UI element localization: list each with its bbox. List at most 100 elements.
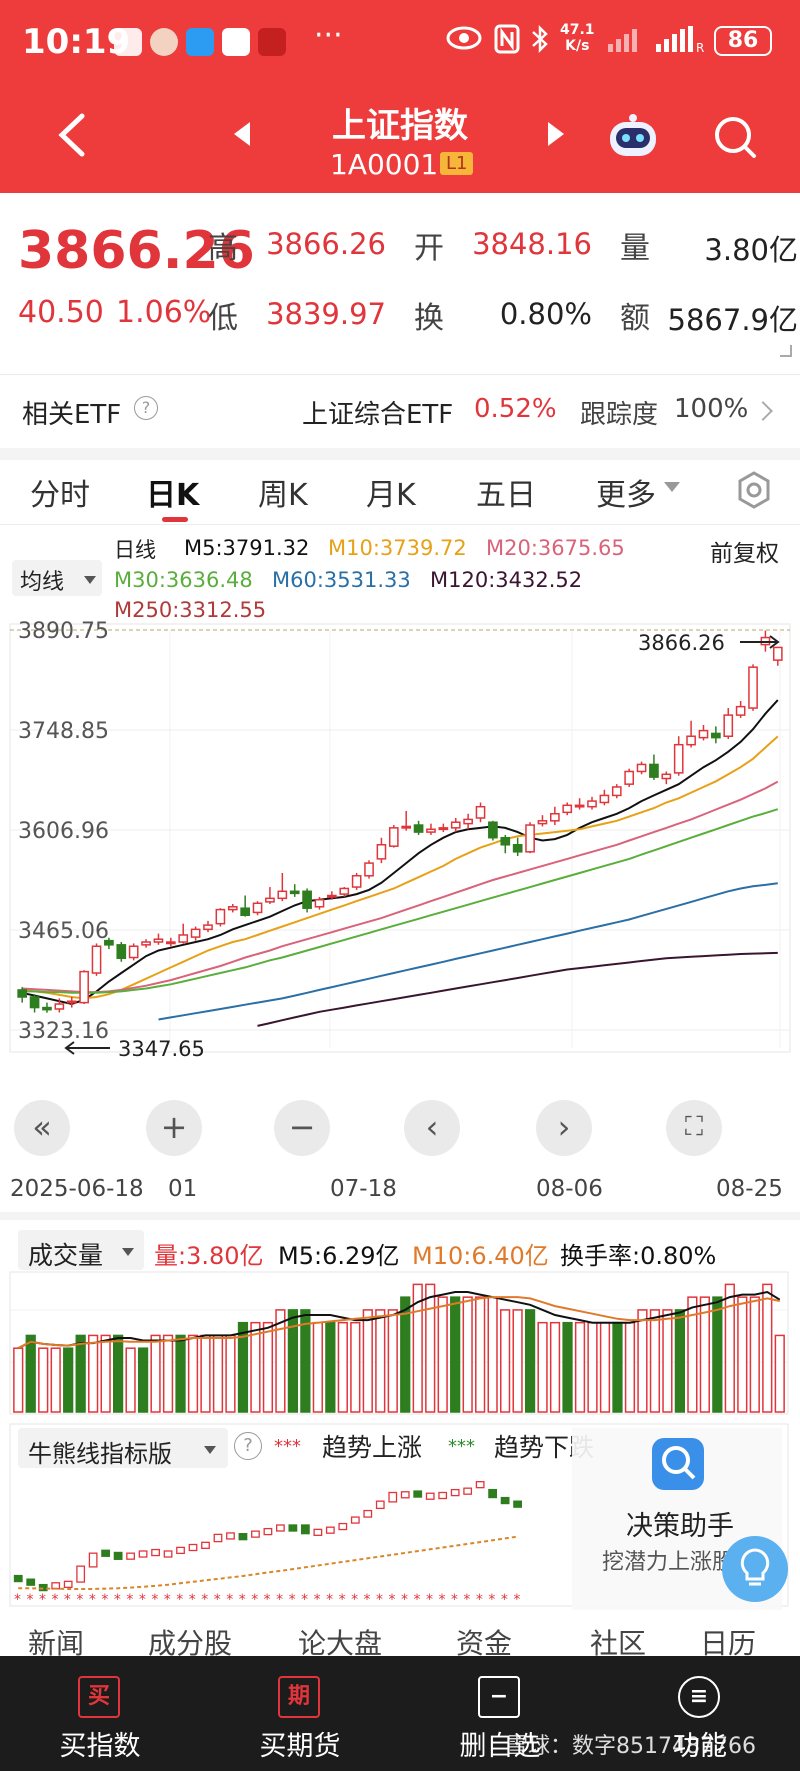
- volume-value: 量:3.80亿: [154, 1242, 264, 1270]
- help-icon[interactable]: ?: [134, 396, 158, 420]
- arrow-left-icon: [64, 1041, 110, 1055]
- candle-body: [649, 763, 659, 778]
- tab-weekly-k[interactable]: 周K: [258, 478, 308, 513]
- zoom-in-button[interactable]: +: [146, 1100, 202, 1156]
- date-label: 01: [168, 1176, 198, 1202]
- trend-up-star: *: [389, 1592, 396, 1608]
- bull-bear-candle: [176, 1546, 185, 1555]
- bull-bear-candle: [263, 1527, 273, 1536]
- volume-bar: [125, 1347, 136, 1413]
- bull-bear-selector-button[interactable]: 牛熊线指标版: [18, 1428, 228, 1468]
- volume-bar: [724, 1283, 735, 1413]
- trend-up-star: *: [413, 1592, 420, 1608]
- candle-body: [500, 836, 511, 846]
- zoom-out-button[interactable]: −: [274, 1100, 330, 1156]
- status-bar: 10:19 ··· 47.1 K/s R 86: [0, 0, 800, 86]
- volume-ma10: M10:6.40亿: [412, 1242, 549, 1270]
- indicator-selector-button[interactable]: 成交量: [18, 1230, 144, 1270]
- volume-chart[interactable]: [0, 1222, 800, 1418]
- ai-assistant-button[interactable]: [604, 112, 662, 162]
- adjust-restore-label[interactable]: 前复权: [710, 541, 779, 567]
- candle-body: [17, 989, 28, 998]
- plot-frame: [9, 623, 791, 1053]
- max-price-label: 3866.26: [638, 631, 725, 655]
- trend-down-marker: ***: [448, 1436, 475, 1457]
- tab-components[interactable]: 成分股: [148, 1627, 233, 1658]
- back-button[interactable]: [52, 110, 92, 160]
- tracking-label: 跟踪度: [580, 400, 659, 430]
- trend-up-star: *: [126, 1592, 133, 1608]
- turnover-value: 0.80%: [499, 297, 592, 331]
- help-icon[interactable]: ?: [234, 1432, 262, 1460]
- trend-up-star: *: [351, 1592, 358, 1608]
- volume-bar: [737, 1296, 748, 1413]
- candle-body: [611, 786, 622, 797]
- etf-name: 上证综合ETF: [302, 400, 454, 430]
- candle-body: [698, 729, 709, 739]
- candle-body: [711, 732, 721, 739]
- expand-quote-icon[interactable]: [780, 345, 792, 357]
- remove-watchlist-button[interactable]: − 删自选: [420, 1656, 580, 1771]
- bull-bear-candle: [238, 1533, 248, 1541]
- trend-up-star: *: [89, 1592, 96, 1608]
- bull-bear-candle: [251, 1530, 260, 1538]
- bottom-nav: 买 买指数 期 买期货 − 删自选 ≡ 功能: [0, 1656, 800, 1771]
- buy-futures-button[interactable]: 期 买期货: [220, 1656, 380, 1771]
- lightbulb-icon[interactable]: [722, 1536, 788, 1602]
- candle-body: [116, 944, 127, 959]
- volume-bar: [375, 1309, 386, 1413]
- buy-icon: 买: [78, 1676, 120, 1718]
- tab-capital[interactable]: 资金: [456, 1627, 513, 1658]
- bull-bear-candle: [388, 1491, 398, 1503]
- divider: [0, 524, 800, 525]
- bull-bear-candle: [513, 1500, 522, 1508]
- tab-five-day[interactable]: 五日: [476, 478, 536, 513]
- volume-bar: [50, 1347, 61, 1413]
- volume-bar: [325, 1321, 336, 1413]
- trend-up-star: *: [39, 1592, 46, 1608]
- functions-button[interactable]: ≡ 功能: [620, 1656, 780, 1771]
- bull-bear-candle: [325, 1526, 335, 1534]
- search-button[interactable]: [712, 114, 758, 160]
- volume-ma-line: [17, 1296, 781, 1350]
- bull-bear-candle: [300, 1524, 310, 1535]
- battery-indicator: 86: [714, 26, 772, 56]
- trend-up-star: *: [488, 1592, 495, 1608]
- top-bar: 10:19 ··· 47.1 K/s R 86 上证指数 1A0001 L1: [0, 0, 800, 193]
- ma-selector-button[interactable]: 均线: [12, 560, 102, 596]
- tab-monthly-k[interactable]: 月K: [366, 478, 416, 513]
- bull-bear-candle: [375, 1500, 385, 1510]
- candle-body: [265, 897, 275, 903]
- volume-bar: [137, 1347, 149, 1413]
- ma-line-m120: [257, 951, 778, 1027]
- volume-bar: [88, 1334, 99, 1413]
- tab-more[interactable]: 更多: [596, 478, 656, 513]
- next-stock-button[interactable]: [546, 120, 566, 155]
- trend-up-star: *: [376, 1592, 383, 1608]
- trend-up-star: *: [426, 1592, 433, 1608]
- jump-back-button[interactable]: «: [14, 1100, 70, 1156]
- tab-discussion[interactable]: 论大盘: [298, 1627, 383, 1658]
- scroll-left-button[interactable]: ‹: [404, 1100, 460, 1156]
- bull-bear-candle: [288, 1524, 298, 1532]
- bull-bear-candle: [425, 1492, 435, 1500]
- scroll-right-button[interactable]: ›: [536, 1100, 592, 1156]
- previous-stock-button[interactable]: [232, 120, 252, 155]
- fullscreen-button[interactable]: ⛶: [666, 1100, 722, 1156]
- volume-bar: [574, 1321, 586, 1413]
- buy-index-button[interactable]: 买 买指数: [20, 1656, 180, 1771]
- tab-intraday[interactable]: 分时: [30, 478, 90, 513]
- related-etf-row[interactable]: 相关ETF ? 上证综合ETF 0.52% 跟踪度 100%: [0, 374, 800, 448]
- bull-bear-chart[interactable]: * * * * * * * * * * * * * * * * * * * * * * * * * * * * * * * * * * * * * * * *…: [0, 1420, 800, 1610]
- candle-body: [29, 996, 40, 1009]
- tab-community[interactable]: 社区: [590, 1627, 647, 1658]
- volume-bar: [38, 1347, 49, 1413]
- caret-down-icon: [122, 1248, 134, 1256]
- tab-calendar[interactable]: 日历: [700, 1627, 757, 1658]
- settings-gear-icon[interactable]: [734, 470, 774, 510]
- candle-body: [178, 934, 189, 943]
- candlestick-chart[interactable]: 3890.75 3748.85 3606.96 3465.06 3323.16 3866.…: [0, 620, 800, 1180]
- tab-news[interactable]: 新闻: [28, 1627, 85, 1658]
- tab-daily-k[interactable]: 日K: [146, 478, 200, 513]
- etf-label: 相关ETF: [22, 400, 122, 430]
